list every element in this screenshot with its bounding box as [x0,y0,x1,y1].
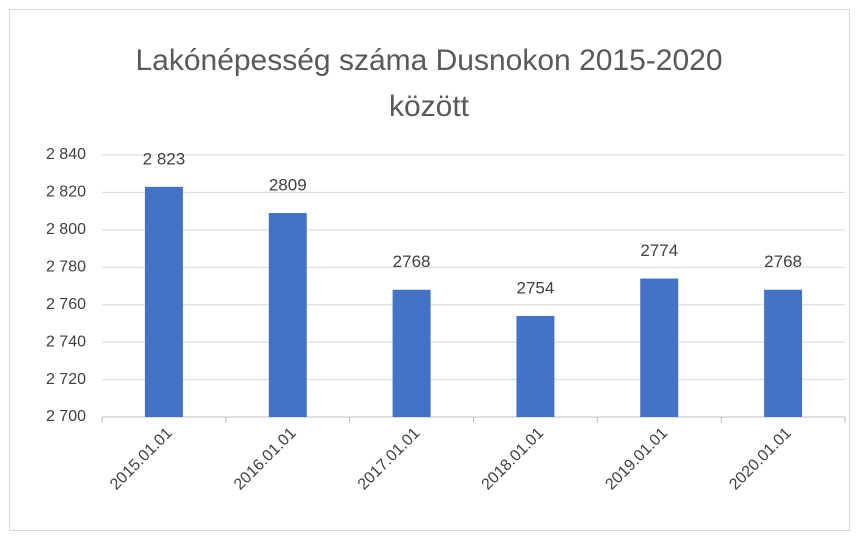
x-tick-label: 2015.01.01 [107,425,176,494]
data-label: 2809 [269,175,307,194]
bar [640,278,679,417]
x-tick-label: 2018.01.01 [479,425,548,494]
bar [392,289,431,417]
data-label: 2768 [393,252,431,271]
bar [516,315,555,417]
bar [268,213,307,417]
data-label: 2774 [640,241,678,260]
data-label: 2768 [764,252,802,271]
bar [764,289,803,417]
y-tick-label: 2 840 [46,146,86,163]
y-tick-label: 2 760 [46,296,86,313]
x-tick-label: 2020.01.01 [726,425,795,494]
chart-border [9,9,850,531]
x-tick-label: 2016.01.01 [231,425,300,494]
y-tick-label: 2 820 [46,184,86,201]
x-tick-label: 2019.01.01 [602,425,671,494]
data-label: 2 823 [143,149,186,168]
y-tick-label: 2 700 [46,408,86,425]
y-tick-label: 2 740 [46,333,86,350]
y-tick-label: 2 780 [46,259,86,276]
x-tick-label: 2017.01.01 [355,425,424,494]
chart-title: Lakónépesség száma Dusnokon 2015-2020 kö… [135,44,723,123]
y-tick-label: 2 720 [46,371,86,388]
bar [144,186,183,417]
data-label: 2754 [517,278,555,297]
y-tick-label: 2 800 [46,221,86,238]
